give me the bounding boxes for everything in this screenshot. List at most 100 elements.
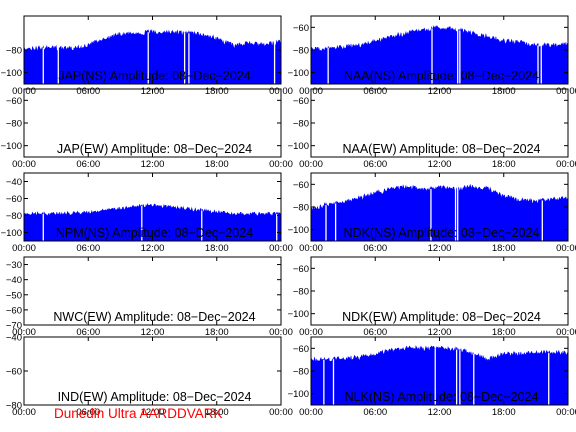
x-tick-label: 00:00 [556, 407, 576, 418]
panel-title: NDK(NS) Amplitude: 08−Dec−2024 [344, 226, 540, 240]
y-tick-label: −100 [288, 389, 309, 400]
x-tick-label: 00:00 [269, 243, 293, 254]
y-tick-label: −80 [6, 211, 22, 222]
signal-area [310, 25, 569, 85]
x-tick-label: 06:00 [363, 243, 387, 254]
y-tick-label: −80 [293, 119, 309, 130]
y-tick-label: −100 [288, 141, 309, 152]
panel-1: −60−80−10000:0006:0012:0018:0000:00NAA(N… [288, 15, 576, 97]
x-tick-label: 00:00 [269, 159, 293, 170]
x-tick-label: 18:00 [492, 243, 516, 254]
panel-7: −60 −80 −100 00:00 06:00 12:00 18:00 00:00 NDK(E… [288, 256, 576, 338]
x-tick-label: 00:00 [12, 159, 36, 170]
x-tick-label: 18:00 [492, 327, 516, 338]
x-tick-label: 00:00 [299, 243, 323, 254]
y-tick-label: −60 [293, 23, 309, 34]
y-tick-label: −40 [6, 177, 22, 188]
y-tick-label: −80 [6, 46, 22, 57]
panel-title: NWC(EW) Amplitude: 08−Dec−2024 [53, 310, 255, 324]
y-tick-label: −80 [6, 119, 22, 130]
y-tick-label: −30 [6, 260, 22, 271]
y-tick-label: −100 [1, 141, 22, 152]
x-tick-label: 18:00 [492, 159, 516, 170]
x-tick-label: 12:00 [428, 407, 452, 418]
x-tick-label: 12:00 [141, 243, 165, 254]
panel-4: −40 −60 −80 −100 00:00 06:00 12:00 18:00 00:00 NP… [1, 172, 293, 254]
y-tick-label: −80 [293, 367, 309, 378]
panel-9: −60 −80 −100 00:00 06:00 12:00 18:00 00:00 NLK(N… [288, 336, 576, 418]
y-tick-label: −80 [6, 401, 22, 412]
signal-area [23, 202, 282, 242]
x-tick-label: 06:00 [76, 159, 100, 170]
x-tick-label: 12:00 [428, 243, 452, 254]
x-tick-label: 00:00 [299, 159, 323, 170]
y-tick-label: −100 [288, 225, 309, 236]
x-tick-label: 18:00 [205, 407, 229, 418]
signal-area [310, 345, 569, 406]
x-tick-label: 00:00 [269, 407, 293, 418]
y-tick-label: −60 [293, 264, 309, 275]
y-tick-label: −100 [288, 68, 309, 79]
x-tick-label: 00:00 [299, 407, 323, 418]
x-tick-label: 18:00 [205, 327, 229, 338]
x-tick-label: 00:00 [556, 159, 576, 170]
x-tick-label: 06:00 [76, 407, 100, 418]
x-tick-label: 12:00 [428, 327, 452, 338]
y-tick-label: −100 [1, 68, 22, 79]
x-tick-label: 12:00 [141, 159, 165, 170]
x-tick-label: 12:00 [141, 407, 165, 418]
y-tick-label: −60 [6, 367, 22, 378]
y-tick-label: −60 [6, 305, 22, 316]
y-tick-label: −60 [293, 96, 309, 107]
panel-title: NAA(NS) Amplitude: 08−Dec−2024 [344, 69, 539, 83]
panel-3: −60 −80 −100 00:00 06:00 12:00 18:00 00:00 NAA(E… [288, 88, 576, 170]
x-tick-label: 18:00 [205, 243, 229, 254]
panel-title: NPM(NS) Amplitude: 08−Dec−2024 [56, 226, 253, 240]
y-tick-label: −80 [293, 203, 309, 214]
x-tick-label: 00:00 [12, 327, 36, 338]
y-tick-label: −60 [6, 96, 22, 107]
x-tick-label: 00:00 [556, 243, 576, 254]
y-tick-label: −100 [1, 228, 22, 239]
x-tick-label: 06:00 [363, 159, 387, 170]
x-tick-label: 06:00 [76, 243, 100, 254]
y-tick-label: −60 [293, 344, 309, 355]
panel-title: JAP(EW) Amplitude: 08−Dec−2024 [57, 142, 252, 156]
y-tick-label: −40 [6, 333, 22, 344]
panel-5: −60 −80 −100 00:00 06:00 12:00 18:00 00:00 NDK(N… [288, 172, 576, 254]
panel-title: NAA(EW) Amplitude: 08−Dec−2024 [342, 142, 540, 156]
x-tick-label: 18:00 [492, 407, 516, 418]
x-tick-label: 00:00 [299, 327, 323, 338]
y-tick-label: −80 [293, 287, 309, 298]
y-tick-label: −100 [288, 309, 309, 320]
y-tick-label: −70 [6, 321, 22, 332]
signal-area [310, 183, 569, 242]
panel-title: NDK(EW) Amplitude: 08−Dec−2024 [342, 310, 541, 324]
panel-2: −60 −80 −100 00:00 06:00 12:00 18:00 00:00 JAP(E… [1, 88, 293, 170]
y-tick-label: −80 [293, 46, 309, 57]
panel-title: IND(EW) Amplitude: 08−Dec−2024 [58, 390, 252, 404]
x-tick-label: 18:00 [205, 159, 229, 170]
y-tick-label: −60 [6, 194, 22, 205]
signal-area [23, 28, 282, 85]
y-tick-label: −50 [6, 290, 22, 301]
footer-label: Dunedin Ultra AARDDVARK [54, 406, 223, 421]
x-tick-label: 00:00 [269, 327, 293, 338]
x-tick-label: 00:00 [12, 243, 36, 254]
y-tick-label: −40 [6, 275, 22, 286]
x-tick-label: 00:00 [556, 86, 576, 97]
x-tick-label: 00:00 [556, 327, 576, 338]
x-tick-label: 00:00 [12, 407, 36, 418]
x-tick-label: 06:00 [363, 327, 387, 338]
x-tick-label: 06:00 [76, 327, 100, 338]
panel-title: JAP(NS) Amplitude: 08−Dec−2024 [58, 69, 251, 83]
x-tick-label: 12:00 [428, 159, 452, 170]
x-tick-label: 12:00 [141, 327, 165, 338]
y-tick-label: −60 [293, 180, 309, 191]
x-tick-label: 06:00 [363, 407, 387, 418]
panel-title: NLK(NS) Amplitude: 08−Dec−2024 [345, 390, 539, 404]
